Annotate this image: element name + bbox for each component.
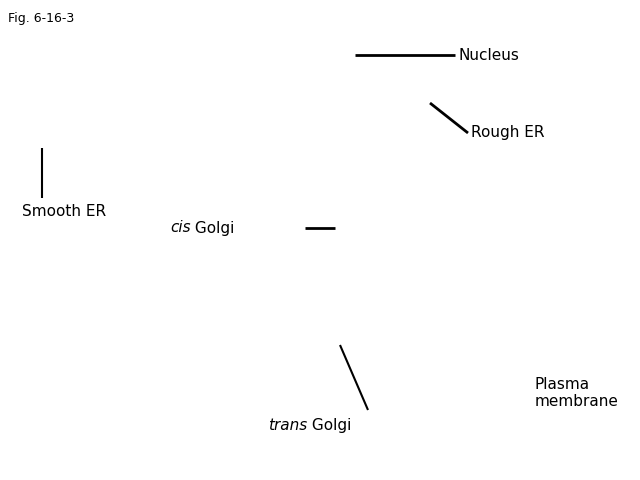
Text: Smooth ER: Smooth ER bbox=[22, 204, 106, 219]
Text: Golgi: Golgi bbox=[191, 220, 235, 236]
Text: trans: trans bbox=[268, 418, 307, 433]
Text: Plasma
membrane: Plasma membrane bbox=[535, 377, 619, 409]
Text: Golgi: Golgi bbox=[307, 418, 352, 433]
Text: Rough ER: Rough ER bbox=[471, 125, 545, 141]
Text: Nucleus: Nucleus bbox=[458, 48, 519, 62]
Text: cis: cis bbox=[170, 220, 191, 236]
Text: Fig. 6-16-3: Fig. 6-16-3 bbox=[8, 12, 74, 25]
